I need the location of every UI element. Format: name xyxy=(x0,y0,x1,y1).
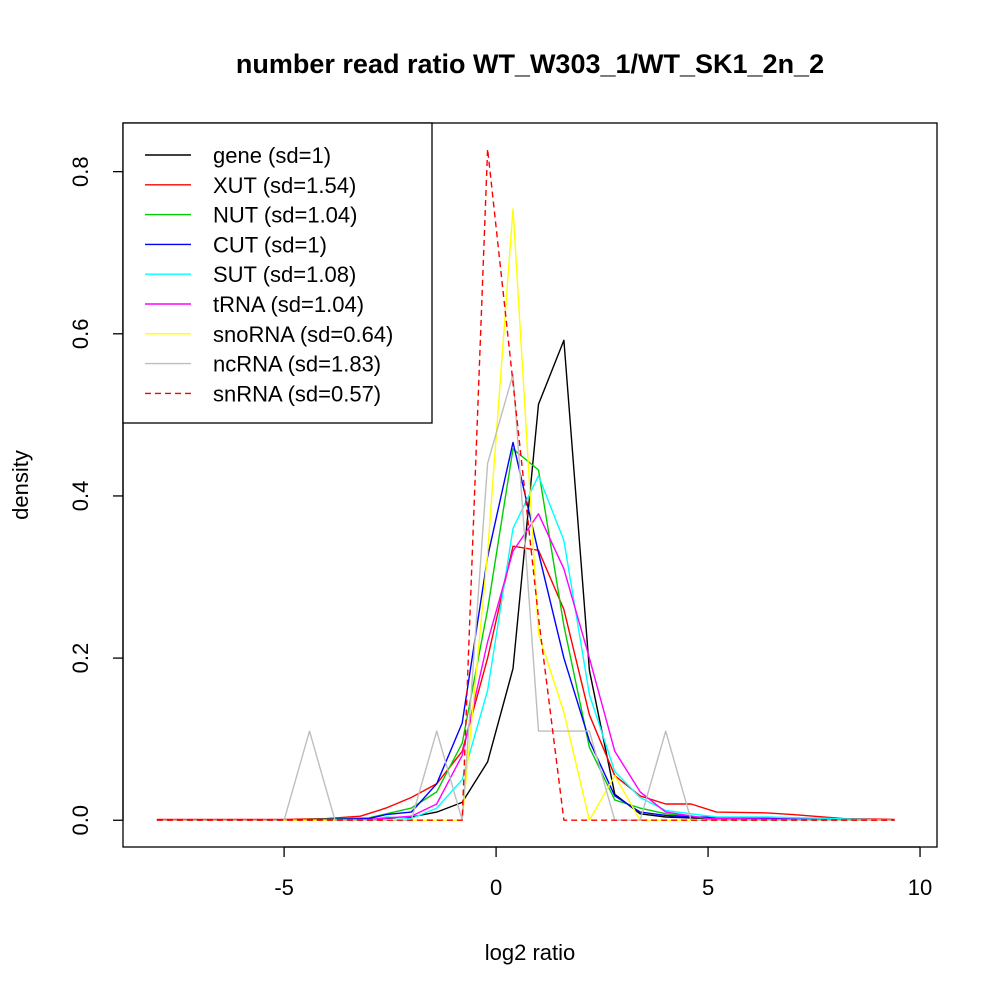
legend-label-cut: CUT (sd=1) xyxy=(213,232,327,257)
y-tick-label: 0.2 xyxy=(68,643,93,674)
legend: gene (sd=1) XUT (sd=1.54) NUT (sd=1.04) CUT… xyxy=(122,122,433,424)
y-tick-label: 0.6 xyxy=(68,318,93,349)
x-tick-label: 5 xyxy=(702,875,714,900)
series-line-snrna xyxy=(156,148,895,821)
legend-label-snorna: snoRNA (sd=0.64) xyxy=(213,322,393,347)
legend-label-snrna: snRNA (sd=0.57) xyxy=(213,381,381,406)
x-tick-label: -5 xyxy=(274,875,294,900)
legend-label-xut: XUT (sd=1.54) xyxy=(213,173,356,198)
legend-label-nut: NUT (sd=1.04) xyxy=(213,203,357,228)
series-line-nut xyxy=(156,448,895,821)
series-lines xyxy=(156,148,895,821)
y-tick-label: 0.4 xyxy=(68,481,93,512)
legend-box xyxy=(122,122,433,424)
chart-title: number read ratio WT_W303_1/WT_SK1_2n_2 xyxy=(236,49,824,79)
series-line-xut xyxy=(156,545,895,821)
y-axis: 0.0 0.2 0.4 0.6 0.8 xyxy=(68,156,124,836)
legend-label-ncrna: ncRNA (sd=1.83) xyxy=(213,352,381,377)
x-axis-label: log2 ratio xyxy=(485,940,576,965)
y-tick-label: 0.8 xyxy=(68,156,93,187)
series-line-sut xyxy=(241,475,895,821)
legend-label-trna: tRNA (sd=1.04) xyxy=(213,292,364,317)
series-line-trna xyxy=(156,513,895,821)
series-line-ncrna xyxy=(156,373,895,821)
y-tick-label: 0.0 xyxy=(68,805,93,836)
series-line-cut xyxy=(156,441,895,821)
x-axis: -5 0 5 10 xyxy=(274,846,932,900)
y-axis-label: density xyxy=(8,450,33,520)
x-tick-label: 10 xyxy=(908,875,932,900)
x-tick-label: 0 xyxy=(490,875,502,900)
legend-label-sut: SUT (sd=1.08) xyxy=(213,262,356,287)
legend-label-gene: gene (sd=1) xyxy=(213,143,331,168)
